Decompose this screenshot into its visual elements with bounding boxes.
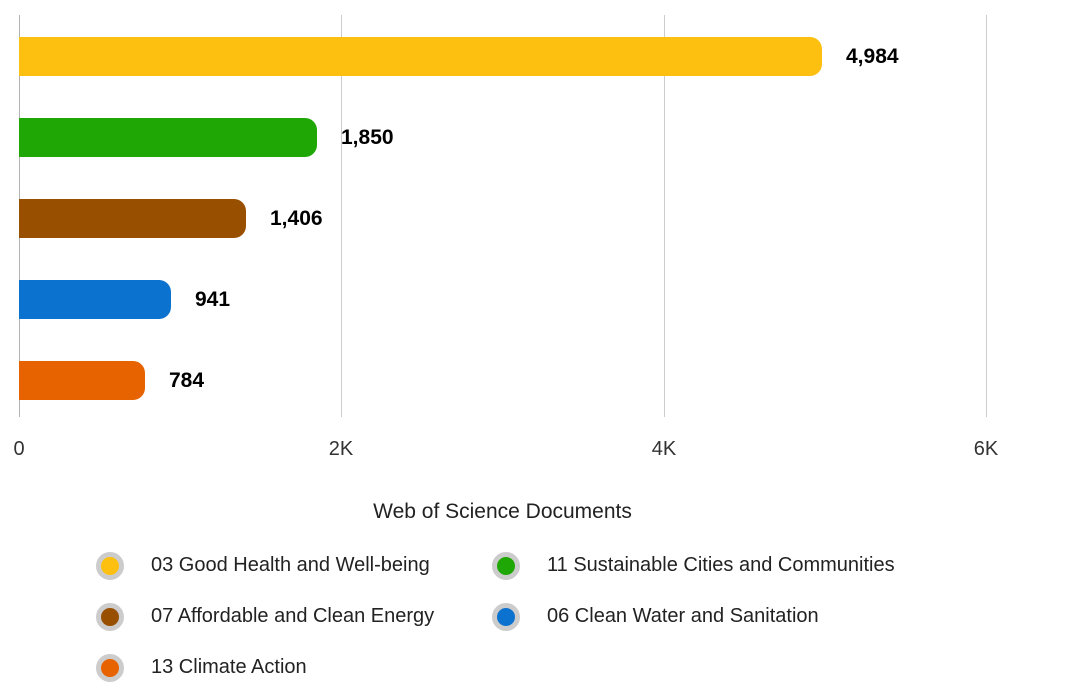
legend-marker-icon [96, 653, 124, 682]
bar-value-label: 1,850 [341, 126, 394, 149]
gridline [986, 15, 987, 417]
legend-item[interactable]: 13 Climate Action [96, 653, 492, 682]
legend-item-label: 07 Affordable and Clean Energy [151, 605, 435, 627]
legend-item-label: 03 Good Health and Well-being [151, 554, 430, 576]
legend-item[interactable]: 03 Good Health and Well-being [96, 551, 492, 580]
legend-marker-icon [492, 602, 520, 631]
legend-marker-icon [96, 602, 124, 631]
bar-value-label: 4,984 [846, 45, 899, 68]
legend-item[interactable]: 07 Affordable and Clean Energy [96, 602, 492, 631]
legend-item[interactable]: 06 Clean Water and Sanitation [492, 602, 895, 631]
bar[interactable] [19, 361, 145, 400]
legend-marker-icon [96, 551, 124, 580]
bar[interactable] [19, 199, 246, 238]
x-axis-title: Web of Science Documents [373, 500, 632, 523]
x-axis-tick-label: 6K [973, 438, 999, 460]
x-axis-tick-label: 4K [651, 438, 677, 460]
bar-value-label: 1,406 [270, 207, 323, 230]
bar[interactable] [19, 118, 317, 157]
x-axis-tick-label: 0 [13, 438, 25, 460]
legend-item-label: 13 Climate Action [151, 656, 307, 678]
chart-legend: 03 Good Health and Well-being 11 Sustaina… [96, 540, 895, 690]
bar[interactable] [19, 37, 822, 76]
gridline [341, 15, 342, 417]
legend-item[interactable]: 11 Sustainable Cities and Communities [492, 551, 895, 580]
legend-item-label: 06 Clean Water and Sanitation [547, 605, 819, 627]
x-axis-tick-label: 2K [328, 438, 354, 460]
gridline [664, 15, 665, 417]
bar[interactable] [19, 280, 171, 319]
legend-item-label: 11 Sustainable Cities and Communities [547, 554, 895, 576]
plot-area: 4,984 1,850 1,406 941 784 [19, 15, 987, 417]
legend-marker-icon [492, 551, 520, 580]
bar-value-label: 784 [169, 369, 205, 392]
bar-value-label: 941 [195, 288, 231, 311]
